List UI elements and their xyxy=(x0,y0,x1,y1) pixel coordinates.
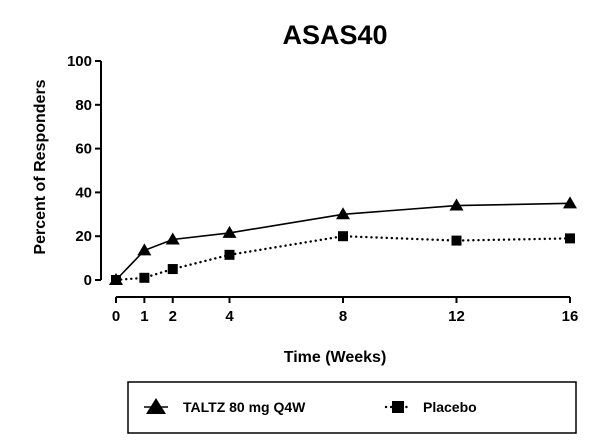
y-tick-label: 0 xyxy=(84,272,92,289)
x-tick-label: 4 xyxy=(225,308,234,325)
data-point xyxy=(137,243,152,256)
data-point xyxy=(449,198,464,211)
data-point xyxy=(565,233,575,244)
y-tick-label: 40 xyxy=(75,184,92,201)
legend-label: TALTZ 80 mg Q4W xyxy=(183,399,306,415)
x-tick-label: 12 xyxy=(448,308,465,325)
legend-item: TALTZ 80 mg Q4W xyxy=(144,398,306,415)
data-point xyxy=(224,249,235,260)
data-point xyxy=(167,264,178,275)
x-tick-label: 0 xyxy=(112,308,120,325)
legend-box xyxy=(127,381,577,434)
y-tick-label: 60 xyxy=(75,141,92,158)
legend-label: Placebo xyxy=(423,399,477,415)
y-axis-label: Percent of Responders xyxy=(32,79,49,254)
chart-title: ASAS40 xyxy=(282,20,387,50)
data-point xyxy=(222,225,237,238)
legend-item: Placebo xyxy=(384,399,477,415)
series-2 xyxy=(111,231,575,285)
data-point xyxy=(338,231,348,242)
data-point xyxy=(451,235,462,246)
legend: TALTZ 80 mg Q4W Placebo xyxy=(127,381,577,434)
plot-area xyxy=(109,196,577,285)
data-point xyxy=(139,272,150,283)
x-tick-label: 1 xyxy=(140,308,148,325)
x-axis-label: Time (Weeks) xyxy=(284,349,387,366)
y-tick-label: 100 xyxy=(67,53,92,70)
data-point xyxy=(336,207,350,220)
data-point xyxy=(563,196,577,209)
x-tick-label: 2 xyxy=(169,308,177,325)
legend-marker xyxy=(146,398,166,414)
series-line xyxy=(114,234,572,282)
x-tick-label: 16 xyxy=(562,308,579,325)
data-point xyxy=(111,275,121,285)
data-point xyxy=(165,232,180,245)
y-tick-label: 80 xyxy=(75,97,92,114)
legend-marker xyxy=(392,401,404,413)
x-tick-label: 8 xyxy=(339,308,347,325)
y-tick-label: 20 xyxy=(75,228,92,245)
